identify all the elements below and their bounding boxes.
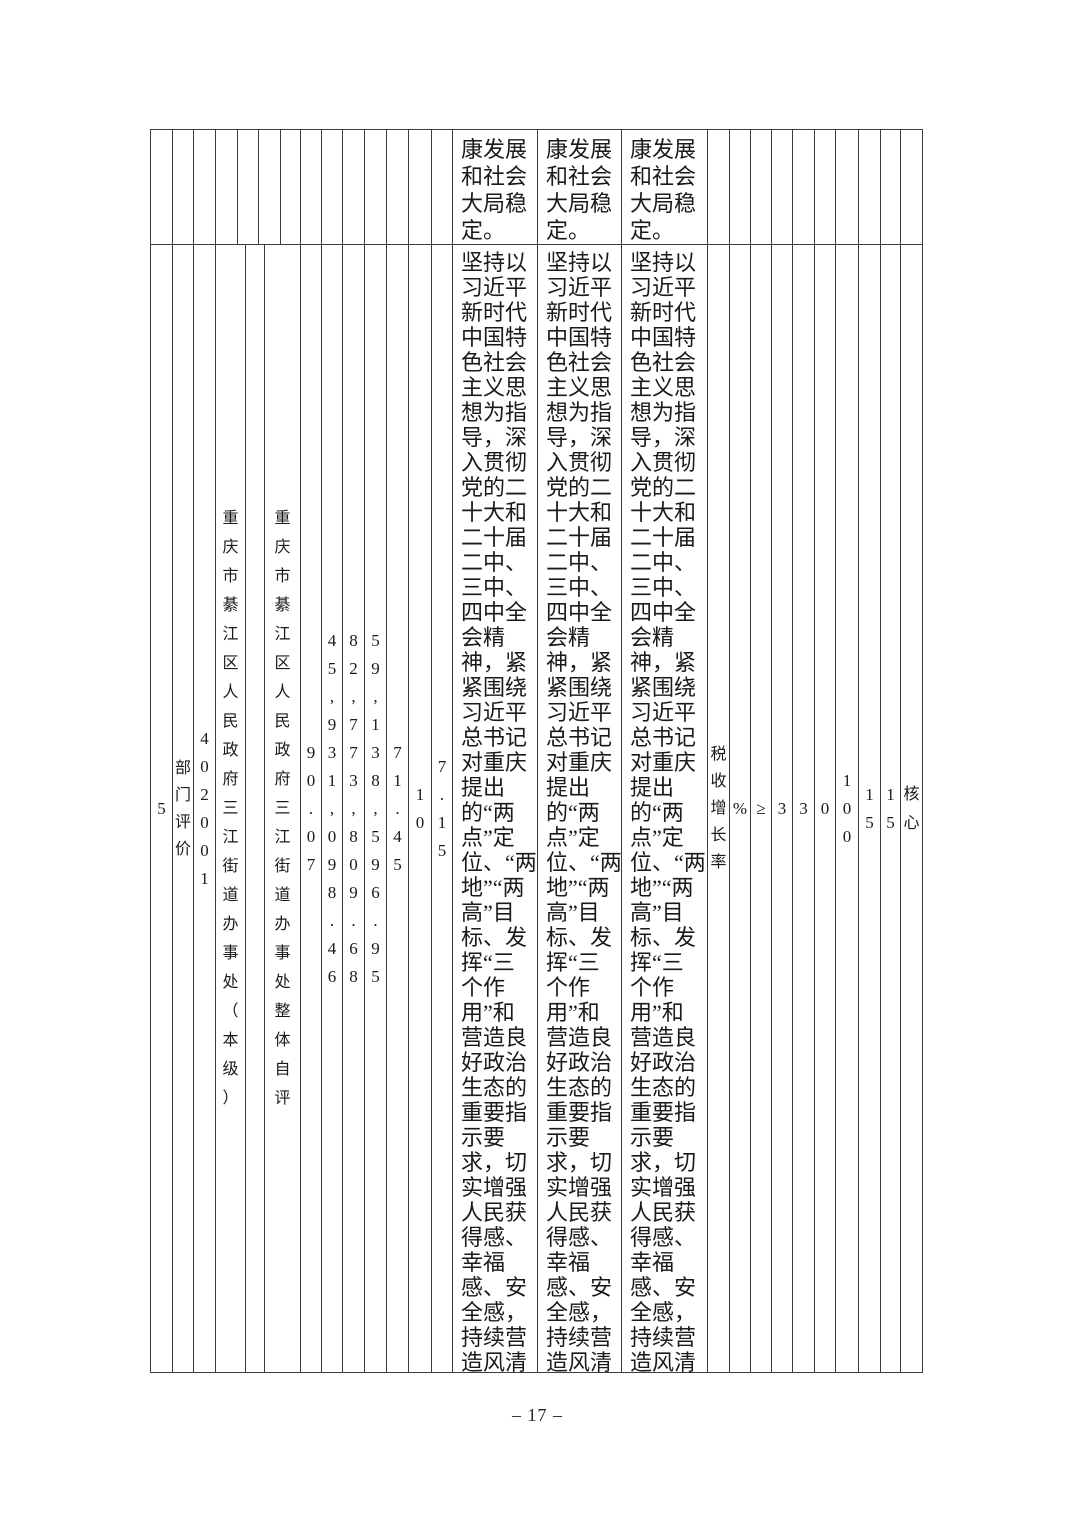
cell-deviation: 0 xyxy=(814,244,836,1373)
completion-rate-value: 100 xyxy=(842,770,852,846)
empty-cell xyxy=(237,129,259,245)
actual-value: 3 xyxy=(799,798,808,818)
cell-project-name: 重庆市綦江区人民政府三江街道办事处整体自评 xyxy=(264,244,301,1373)
empty-cell xyxy=(300,129,322,245)
cell-indicator-type: 核心 xyxy=(900,244,923,1373)
empty-cell xyxy=(258,129,281,245)
empty-cell xyxy=(342,129,365,245)
cell-annual-objective-1: 坚持以习近平新时代中国特色社会主义思想为指导，深入贯彻党的二十大和二十届二中、三… xyxy=(452,244,538,1373)
target-value: 3 xyxy=(777,798,787,818)
cell-comparator: ≥ xyxy=(750,244,772,1373)
cell-eval-method: 部门评价 xyxy=(172,244,194,1373)
cell-dept-code: 402001 xyxy=(193,244,216,1373)
unit-value: % xyxy=(732,798,748,818)
cell-weight-points: 10 xyxy=(408,244,432,1373)
seq-no-value: 5 xyxy=(157,798,166,818)
empty-cell xyxy=(858,129,881,245)
cell-budget-amount: 45,931,098.46 xyxy=(321,244,343,1373)
cell-adjusted-amount: 82,773,809.68 xyxy=(342,244,365,1373)
cell-annual-objective-2: 坚持以习近平新时代中国特色社会主义思想为指导，深入贯彻党的二十大和二十届二中、三… xyxy=(537,244,622,1373)
budget-amount-value: 45,931,098.46 xyxy=(327,630,337,986)
empty-cell xyxy=(431,129,453,245)
carryover-objective-cell-3: 康发展和社会大局稳定。 xyxy=(621,129,708,245)
eval-score-value: 90.07 xyxy=(306,742,316,874)
empty-cell xyxy=(215,129,238,245)
empty-cell xyxy=(364,129,387,245)
cell-unit: % xyxy=(729,244,751,1373)
cell-indicator-score: 15 xyxy=(880,244,901,1373)
project-name-value: 重庆市綦江区人民政府三江街道办事处整体自评 xyxy=(274,510,291,1107)
cell-expenditure-amount: 59,138,596.95 xyxy=(364,244,387,1373)
cell-execution-rate: 71.45 xyxy=(386,244,409,1373)
cell-actual-value: 3 xyxy=(792,244,815,1373)
dept-name-value: 重庆市綦江区人民政府三江街道办事处（本级） xyxy=(222,510,239,1107)
deviation-value: 0 xyxy=(820,798,830,818)
indicator-name-value: 税收增长率 xyxy=(710,746,727,871)
cell-eval-score: 90.07 xyxy=(300,244,322,1373)
empty-cell xyxy=(880,129,901,245)
cell-indicator-name: 税收增长率 xyxy=(707,244,730,1373)
carryover-objective-cell-2: 康发展和社会大局稳定。 xyxy=(537,129,622,245)
empty-cell xyxy=(814,129,836,245)
execution-rate-value: 71.45 xyxy=(393,742,402,874)
empty-cell xyxy=(193,129,216,245)
weight-points-value: 10 xyxy=(415,784,425,832)
cell-seq-no: 5 xyxy=(150,244,173,1373)
cell-completion-rate: 100 xyxy=(835,244,859,1373)
empty-cell xyxy=(771,129,793,245)
empty-cell xyxy=(386,129,409,245)
expenditure-amount-value: 59,138,596.95 xyxy=(371,630,380,986)
empty-cell xyxy=(172,129,194,245)
empty-cell xyxy=(707,129,730,245)
adjusted-amount-value: 82,773,809.68 xyxy=(349,630,358,986)
empty-cell xyxy=(280,129,301,245)
empty-cell xyxy=(150,129,173,245)
empty-cell xyxy=(321,129,343,245)
empty-cell xyxy=(900,129,923,245)
dept-code-value: 402001 xyxy=(200,728,209,888)
empty-cell xyxy=(792,129,815,245)
cell-rated-points: 7.15 xyxy=(431,244,453,1373)
carryover-objective-cell-1: 康发展和社会大局稳定。 xyxy=(452,129,538,245)
comparator-value: ≥ xyxy=(756,798,766,818)
rated-points-value: 7.15 xyxy=(437,756,447,860)
page-number: – 17 – xyxy=(512,1405,563,1425)
cell-annual-objective-3: 坚持以习近平新时代中国特色社会主义思想为指导，深入贯彻党的二十大和二十届二中、三… xyxy=(621,244,708,1373)
empty-cell xyxy=(750,129,772,245)
empty-cell xyxy=(245,244,265,1373)
indicator-weight-value: 15 xyxy=(865,784,874,832)
cell-dept-name: 重庆市綦江区人民政府三江街道办事处（本级） xyxy=(215,244,246,1373)
cell-target-value: 3 xyxy=(771,244,793,1373)
indicator-type-value: 核心 xyxy=(903,785,920,832)
cell-indicator-weight: 15 xyxy=(858,244,881,1373)
empty-cell xyxy=(729,129,751,245)
empty-cell xyxy=(408,129,432,245)
indicator-score-value: 15 xyxy=(886,784,895,832)
eval-method-value: 部门评价 xyxy=(174,759,191,858)
empty-cell xyxy=(835,129,859,245)
